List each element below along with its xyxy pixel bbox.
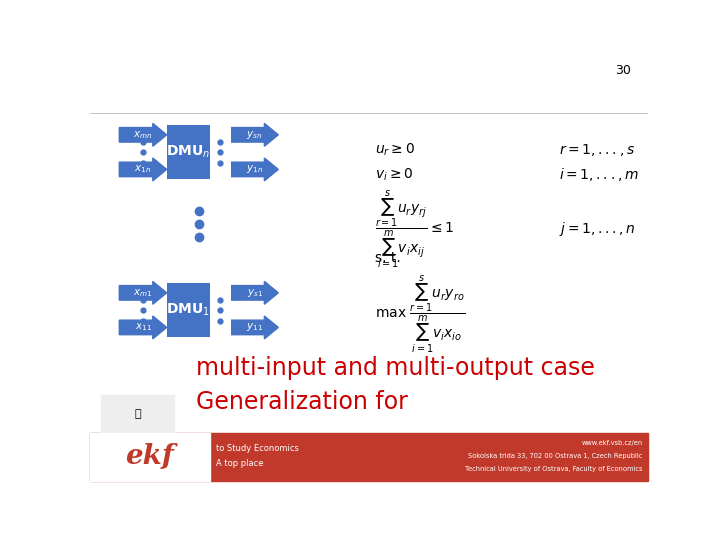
FancyArrow shape xyxy=(231,123,279,146)
Text: to Study Economics: to Study Economics xyxy=(215,443,298,453)
FancyArrow shape xyxy=(120,123,167,146)
Bar xyxy=(90,433,648,481)
FancyArrow shape xyxy=(231,158,279,181)
Text: s. t.: s. t. xyxy=(374,251,400,265)
Text: $u_r \geq 0$: $u_r \geq 0$ xyxy=(374,142,415,158)
Bar xyxy=(101,395,174,433)
Bar xyxy=(167,125,231,179)
Text: $r = 1, ..., s$: $r = 1, ..., s$ xyxy=(559,142,635,158)
Text: DMU$_n$: DMU$_n$ xyxy=(166,144,210,160)
Text: $x_{1n}$: $x_{1n}$ xyxy=(135,164,152,176)
Bar xyxy=(210,125,231,179)
FancyArrow shape xyxy=(231,316,279,339)
Text: www.ekf.vsb.cz/en: www.ekf.vsb.cz/en xyxy=(581,440,642,446)
Bar xyxy=(90,433,210,481)
Bar xyxy=(167,283,231,337)
Text: Sokolska trida 33, 702 00 Ostrava 1, Czech Republic: Sokolska trida 33, 702 00 Ostrava 1, Cze… xyxy=(468,453,642,459)
Text: $y_{1n}$: $y_{1n}$ xyxy=(246,164,264,176)
Text: $i = 1, ..., m$: $i = 1, ..., m$ xyxy=(559,166,639,184)
Text: $y_{sn}$: $y_{sn}$ xyxy=(246,129,263,141)
Text: $j = 1, ..., n$: $j = 1, ..., n$ xyxy=(559,220,636,238)
Text: Generalization for: Generalization for xyxy=(196,389,408,414)
FancyArrow shape xyxy=(231,281,279,304)
Text: max $\dfrac{\sum_{r=1}^{s} u_r y_{ro}}{\sum_{i=1}^{m} v_i x_{io}}$: max $\dfrac{\sum_{r=1}^{s} u_r y_{ro}}{\… xyxy=(374,274,465,355)
Text: $\dfrac{\sum_{r=1}^{s} u_r y_{rj}}{\sum_{i=1}^{m} v_i x_{ij}} \leq 1$: $\dfrac{\sum_{r=1}^{s} u_r y_{rj}}{\sum_… xyxy=(374,188,454,270)
Text: $x_{11}$: $x_{11}$ xyxy=(135,321,151,333)
Text: Technical University of Ostrava, Faculty of Economics: Technical University of Ostrava, Faculty… xyxy=(465,465,642,471)
FancyArrow shape xyxy=(120,158,167,181)
Bar xyxy=(210,283,231,337)
FancyArrow shape xyxy=(120,316,167,339)
Text: $x_{mn}$: $x_{mn}$ xyxy=(133,129,153,141)
FancyArrow shape xyxy=(120,281,167,304)
Text: DMU$_1$: DMU$_1$ xyxy=(166,302,210,318)
Text: ekf: ekf xyxy=(125,443,174,470)
Text: $y_{s1}$: $y_{s1}$ xyxy=(246,287,263,299)
Text: $y_{11}$: $y_{11}$ xyxy=(246,321,263,333)
Text: $v_i \geq 0$: $v_i \geq 0$ xyxy=(374,167,413,183)
Text: $x_{m1}$: $x_{m1}$ xyxy=(133,287,153,299)
Text: 30: 30 xyxy=(616,64,631,77)
Text: multi-input and multi-output case: multi-input and multi-output case xyxy=(196,356,595,380)
Text: 🏛: 🏛 xyxy=(134,409,140,419)
Text: A top place: A top place xyxy=(215,460,263,468)
